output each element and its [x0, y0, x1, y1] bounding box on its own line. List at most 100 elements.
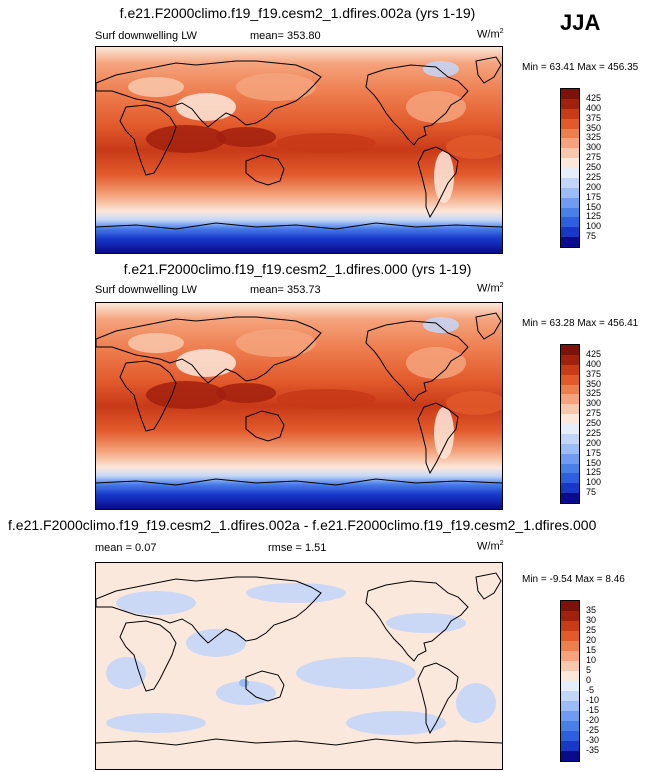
colorbar-tick-label: 300 [586, 398, 602, 409]
field-contour [128, 77, 184, 97]
coastline [365, 580, 469, 662]
colorbar-band [561, 148, 579, 159]
field-contour [216, 127, 276, 147]
colorbar-tick-label: -25 [586, 725, 600, 735]
colorbar-tick-label: -20 [586, 715, 600, 725]
coastline [475, 312, 502, 340]
panel2-units: W/m2 [477, 282, 504, 295]
panel1-colorbar [560, 88, 580, 248]
colorbar-band [561, 641, 579, 651]
colorbar-tick-label: 350 [586, 378, 602, 389]
field-contour [239, 679, 249, 687]
colorbar-tick-label: 75 [586, 487, 597, 498]
colorbar-band [561, 711, 579, 721]
colorbar-tick-label: 175 [586, 191, 602, 202]
field-contour [176, 349, 236, 377]
colorbar-tick-label: 5 [586, 665, 592, 675]
field-contour [434, 151, 454, 203]
colorbar-band [561, 187, 579, 198]
field-contour [276, 133, 376, 153]
panel3-colorbar [560, 600, 580, 762]
panel2-variable: Surf downwelling LW [95, 284, 197, 296]
panel1-title: f.e21.F2000climo.f19_f19.cesm2_1.dfires.… [119, 5, 476, 21]
field-contour [456, 683, 496, 723]
panel1-variable: Surf downwelling LW [95, 30, 197, 42]
coastline [96, 316, 322, 384]
colorbar-tick-label: 15 [586, 645, 597, 655]
colorbar-tick-label: 25 [586, 625, 597, 635]
colorbar-band [561, 741, 579, 751]
colorbar-tick-label: 0 [586, 675, 592, 685]
panel1-mean: mean= 353.80 [250, 30, 321, 42]
field-contour [406, 91, 466, 123]
colorbar-tick-label: -5 [586, 685, 595, 695]
field-contour [236, 329, 316, 357]
colorbar-band [561, 374, 579, 385]
colorbar-tick-label: -35 [586, 745, 600, 755]
field-contour [116, 591, 196, 615]
colorbar-band [561, 207, 579, 218]
colorbar-band [561, 98, 579, 109]
panel3-rmse: rmse = 1.51 [268, 542, 327, 554]
field-contour [216, 383, 276, 403]
field-contour [106, 713, 206, 733]
colorbar-band [561, 177, 579, 188]
colorbar-tick-label: 400 [586, 102, 602, 113]
colorbar-band [561, 731, 579, 741]
panel2-map [95, 302, 503, 510]
colorbar-tick-label: 325 [586, 388, 602, 399]
field-contour [246, 583, 346, 603]
coastline [245, 670, 285, 702]
colorbar-tick-label: 300 [586, 142, 602, 153]
colorbar-band [561, 227, 579, 238]
coastline [245, 154, 285, 186]
colorbar-band [561, 118, 579, 129]
colorbar-band [561, 237, 579, 247]
coastline [365, 64, 469, 146]
coastline [96, 478, 502, 486]
colorbar-tick-label: 250 [586, 162, 602, 172]
colorbar-tick-label: 100 [586, 477, 602, 488]
colorbar-band [561, 493, 579, 503]
field-contour [106, 657, 146, 689]
colorbar-band [561, 384, 579, 395]
colorbar-tick-label: 35 [586, 605, 597, 615]
map-plot [96, 303, 502, 509]
coastline [119, 104, 177, 176]
colorbar-band [561, 168, 579, 178]
field-contour [406, 347, 466, 379]
colorbar-tick-label: 200 [586, 437, 602, 448]
colorbar-tick-label: 125 [586, 467, 602, 478]
colorbar-tick-label: -15 [586, 705, 600, 715]
colorbar-band [561, 217, 579, 228]
field-contour [434, 407, 454, 459]
season-label: JJA [560, 10, 601, 35]
colorbar-band [561, 128, 579, 139]
colorbar-tick-label: 275 [586, 408, 602, 419]
panel3-minmax: Min = -9.54 Max = 8.46 [522, 574, 625, 585]
colorbar-tick-label: 200 [586, 181, 602, 192]
colorbar-band [561, 433, 579, 444]
map-plot [96, 47, 502, 253]
field-contour [276, 389, 376, 409]
colorbar-tick-label: 10 [586, 655, 597, 665]
coastline [96, 222, 502, 230]
colorbar-tick-label: 30 [586, 615, 597, 625]
colorbar-tick-label: 20 [586, 635, 597, 645]
colorbar-tick-label: -10 [586, 695, 600, 705]
field-contour [146, 381, 226, 409]
colorbar-band [561, 424, 579, 434]
colorbar-band [561, 414, 579, 424]
panel1-map [95, 46, 503, 254]
panel2-title: f.e21.F2000climo.f19_f19.cesm2_1.dfires.… [123, 261, 472, 277]
panel2-colorbar [560, 344, 580, 504]
colorbar-tick-label: 150 [586, 201, 602, 212]
coastline [119, 620, 177, 692]
colorbar-tick-label: 225 [586, 427, 602, 438]
panel1-minmax: Min = 63.41 Max = 456.35 [522, 62, 639, 73]
colorbar-band [561, 701, 579, 711]
colorbar-band [561, 661, 579, 671]
colorbar-tick-label: 225 [586, 171, 602, 182]
panel2-mean: mean= 353.73 [250, 284, 321, 296]
colorbar-tick-label: 125 [586, 211, 602, 222]
